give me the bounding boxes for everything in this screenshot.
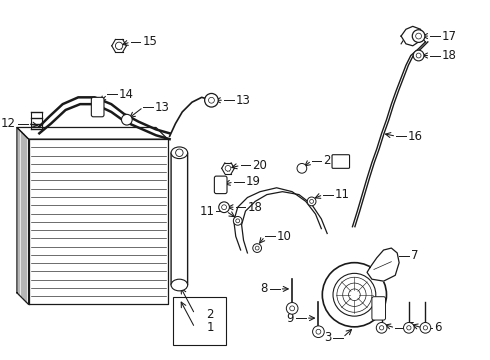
Text: 20: 20 xyxy=(252,159,267,172)
Circle shape xyxy=(209,97,214,103)
Text: 5: 5 xyxy=(407,321,415,334)
Circle shape xyxy=(404,323,414,333)
Circle shape xyxy=(333,273,376,316)
Ellipse shape xyxy=(171,279,188,291)
Circle shape xyxy=(337,277,372,312)
Text: 7: 7 xyxy=(411,249,418,262)
FancyBboxPatch shape xyxy=(332,155,349,168)
Circle shape xyxy=(379,326,384,330)
Text: 10: 10 xyxy=(277,230,292,243)
FancyBboxPatch shape xyxy=(372,297,386,320)
Text: 12: 12 xyxy=(1,117,16,130)
Circle shape xyxy=(175,149,183,157)
Circle shape xyxy=(420,323,431,333)
Text: 15: 15 xyxy=(143,35,157,48)
Circle shape xyxy=(286,302,298,314)
Text: 8: 8 xyxy=(261,283,268,296)
FancyBboxPatch shape xyxy=(171,153,188,285)
Circle shape xyxy=(122,114,132,125)
Polygon shape xyxy=(17,127,28,305)
Polygon shape xyxy=(401,26,422,46)
Circle shape xyxy=(233,216,242,225)
Circle shape xyxy=(116,42,122,49)
Circle shape xyxy=(348,289,360,301)
Circle shape xyxy=(376,323,387,333)
FancyBboxPatch shape xyxy=(172,297,226,345)
Circle shape xyxy=(219,202,229,212)
Ellipse shape xyxy=(171,147,188,159)
Text: 21: 21 xyxy=(323,154,338,167)
Circle shape xyxy=(313,326,324,338)
Polygon shape xyxy=(367,248,399,281)
Text: 18: 18 xyxy=(442,49,457,62)
Circle shape xyxy=(236,219,240,223)
Polygon shape xyxy=(28,139,168,305)
Text: 2: 2 xyxy=(207,308,214,321)
Text: 3: 3 xyxy=(324,331,331,344)
Text: 18: 18 xyxy=(247,201,262,214)
Circle shape xyxy=(310,199,314,203)
Text: 6: 6 xyxy=(434,321,441,334)
Circle shape xyxy=(253,244,262,252)
Circle shape xyxy=(255,246,259,250)
Circle shape xyxy=(297,163,307,173)
Text: 13: 13 xyxy=(155,100,170,113)
Text: 4: 4 xyxy=(345,310,352,323)
Circle shape xyxy=(307,197,316,206)
Circle shape xyxy=(221,205,226,210)
Circle shape xyxy=(412,30,425,42)
Text: 16: 16 xyxy=(408,130,423,143)
Text: 13: 13 xyxy=(236,94,250,107)
Circle shape xyxy=(416,33,421,39)
Circle shape xyxy=(343,283,366,306)
Circle shape xyxy=(416,53,421,58)
Circle shape xyxy=(413,50,424,61)
Circle shape xyxy=(423,326,428,330)
Circle shape xyxy=(225,166,231,171)
Circle shape xyxy=(407,326,411,330)
Circle shape xyxy=(316,329,321,334)
Polygon shape xyxy=(17,127,168,139)
Text: 1: 1 xyxy=(207,321,214,334)
Circle shape xyxy=(290,306,294,311)
Text: 11: 11 xyxy=(335,188,350,201)
Circle shape xyxy=(205,94,218,107)
Circle shape xyxy=(322,263,387,327)
Text: 19: 19 xyxy=(245,175,261,188)
Text: 11: 11 xyxy=(199,204,214,218)
FancyBboxPatch shape xyxy=(214,176,227,194)
FancyBboxPatch shape xyxy=(91,97,104,117)
Text: 17: 17 xyxy=(442,30,457,42)
Text: 14: 14 xyxy=(119,88,134,101)
Text: 9: 9 xyxy=(287,312,294,325)
